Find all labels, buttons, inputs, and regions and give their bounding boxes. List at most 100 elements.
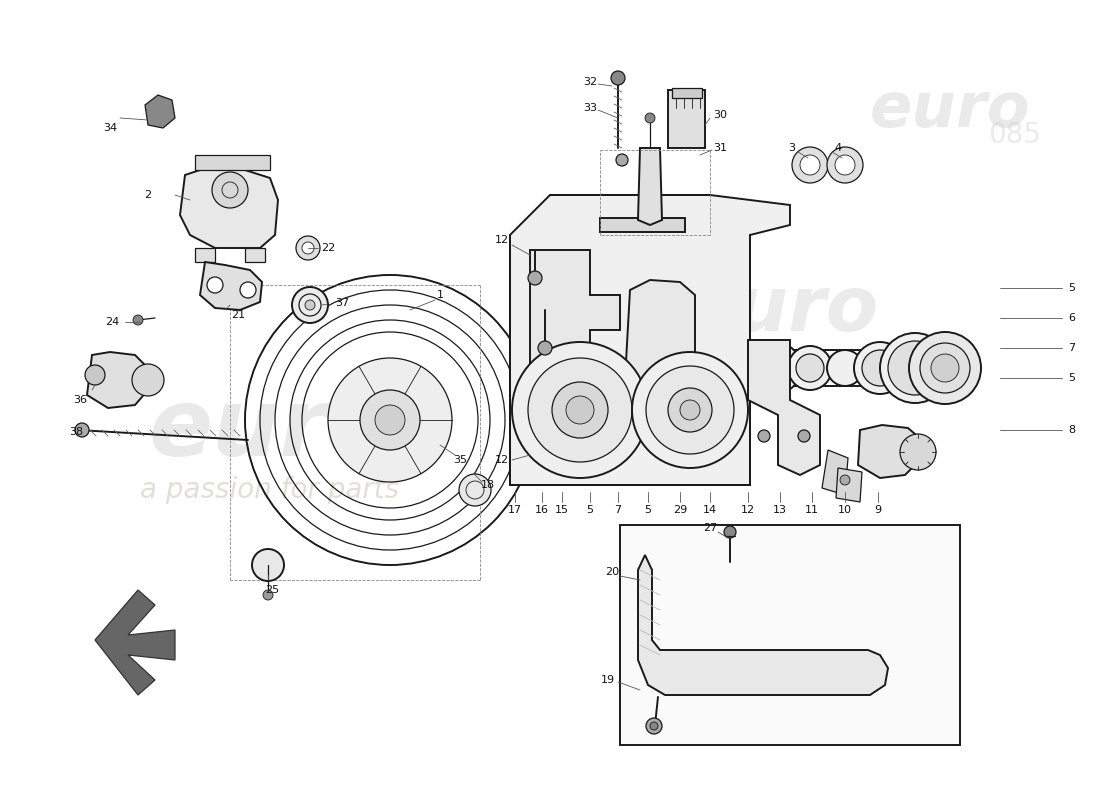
Polygon shape: [530, 250, 620, 390]
Circle shape: [862, 350, 898, 386]
Circle shape: [668, 388, 712, 432]
Text: 24: 24: [104, 317, 119, 327]
Text: a passion for parts: a passion for parts: [141, 476, 399, 504]
Circle shape: [835, 155, 855, 175]
Polygon shape: [245, 248, 265, 262]
Text: 21: 21: [231, 310, 245, 320]
Circle shape: [724, 526, 736, 538]
Text: 12: 12: [741, 505, 755, 515]
Circle shape: [212, 172, 248, 208]
Text: 37: 37: [334, 298, 349, 308]
Circle shape: [931, 354, 959, 382]
Polygon shape: [87, 352, 148, 408]
Text: euro: euro: [682, 273, 878, 347]
Circle shape: [757, 350, 793, 386]
Polygon shape: [748, 340, 820, 475]
Circle shape: [584, 454, 596, 466]
Circle shape: [827, 350, 864, 386]
Circle shape: [459, 474, 491, 506]
Text: 12: 12: [495, 455, 509, 465]
Circle shape: [85, 365, 104, 385]
Text: 11: 11: [805, 505, 820, 515]
Circle shape: [800, 155, 820, 175]
Circle shape: [528, 271, 542, 285]
Circle shape: [296, 236, 320, 260]
Text: 18: 18: [481, 480, 495, 490]
Circle shape: [646, 366, 734, 454]
Circle shape: [909, 332, 981, 404]
Text: 33: 33: [583, 103, 597, 113]
Text: 2: 2: [144, 190, 152, 200]
Text: 5: 5: [1068, 283, 1076, 293]
Circle shape: [610, 71, 625, 85]
Text: 10: 10: [838, 505, 853, 515]
Circle shape: [616, 154, 628, 166]
Text: 7: 7: [1068, 343, 1076, 353]
Text: a passion for parts: a passion for parts: [676, 350, 884, 370]
Text: 38: 38: [69, 427, 84, 437]
Text: 17: 17: [508, 505, 522, 515]
Text: 8: 8: [1068, 425, 1076, 435]
Text: euro: euro: [870, 80, 1031, 140]
Text: 7: 7: [615, 505, 622, 515]
Polygon shape: [180, 170, 278, 248]
Circle shape: [632, 352, 748, 468]
Polygon shape: [195, 155, 270, 170]
Circle shape: [292, 287, 328, 323]
Circle shape: [595, 443, 605, 453]
Text: 9: 9: [874, 505, 881, 515]
Circle shape: [360, 390, 420, 450]
Text: 30: 30: [713, 110, 727, 120]
Polygon shape: [145, 95, 175, 128]
Circle shape: [854, 342, 906, 394]
Polygon shape: [600, 218, 685, 232]
Circle shape: [375, 405, 405, 435]
Text: 085: 085: [989, 121, 1042, 149]
Polygon shape: [668, 90, 705, 148]
Circle shape: [252, 549, 284, 581]
Circle shape: [880, 333, 950, 403]
Circle shape: [512, 342, 648, 478]
Polygon shape: [200, 262, 262, 310]
Text: 5: 5: [1068, 373, 1076, 383]
Polygon shape: [195, 248, 214, 262]
Text: 14: 14: [703, 505, 717, 515]
Text: 20: 20: [605, 567, 619, 577]
Text: 31: 31: [713, 143, 727, 153]
Polygon shape: [625, 280, 695, 395]
Circle shape: [552, 382, 608, 438]
Circle shape: [888, 341, 942, 395]
Text: euro: euro: [148, 384, 392, 476]
Circle shape: [798, 430, 810, 442]
Text: 12: 12: [495, 235, 509, 245]
Circle shape: [758, 430, 770, 442]
Polygon shape: [638, 555, 888, 695]
Circle shape: [650, 722, 658, 730]
Bar: [672, 88, 702, 98]
Circle shape: [132, 364, 164, 396]
Text: 34: 34: [103, 123, 117, 133]
Text: 35: 35: [453, 455, 468, 465]
Text: 16: 16: [535, 505, 549, 515]
Circle shape: [240, 282, 256, 298]
Circle shape: [528, 358, 632, 462]
Circle shape: [302, 242, 313, 254]
Circle shape: [305, 300, 315, 310]
Circle shape: [133, 315, 143, 325]
Circle shape: [792, 147, 828, 183]
Circle shape: [566, 396, 594, 424]
Polygon shape: [95, 590, 175, 695]
Circle shape: [645, 113, 654, 123]
Circle shape: [646, 718, 662, 734]
Circle shape: [840, 475, 850, 485]
Circle shape: [827, 147, 864, 183]
Circle shape: [900, 434, 936, 470]
Circle shape: [788, 346, 832, 390]
Text: 5: 5: [645, 505, 651, 515]
Circle shape: [328, 358, 452, 482]
Polygon shape: [822, 450, 848, 495]
Text: 6: 6: [1068, 313, 1076, 323]
Polygon shape: [638, 148, 662, 225]
Text: 13: 13: [773, 505, 786, 515]
Circle shape: [263, 590, 273, 600]
